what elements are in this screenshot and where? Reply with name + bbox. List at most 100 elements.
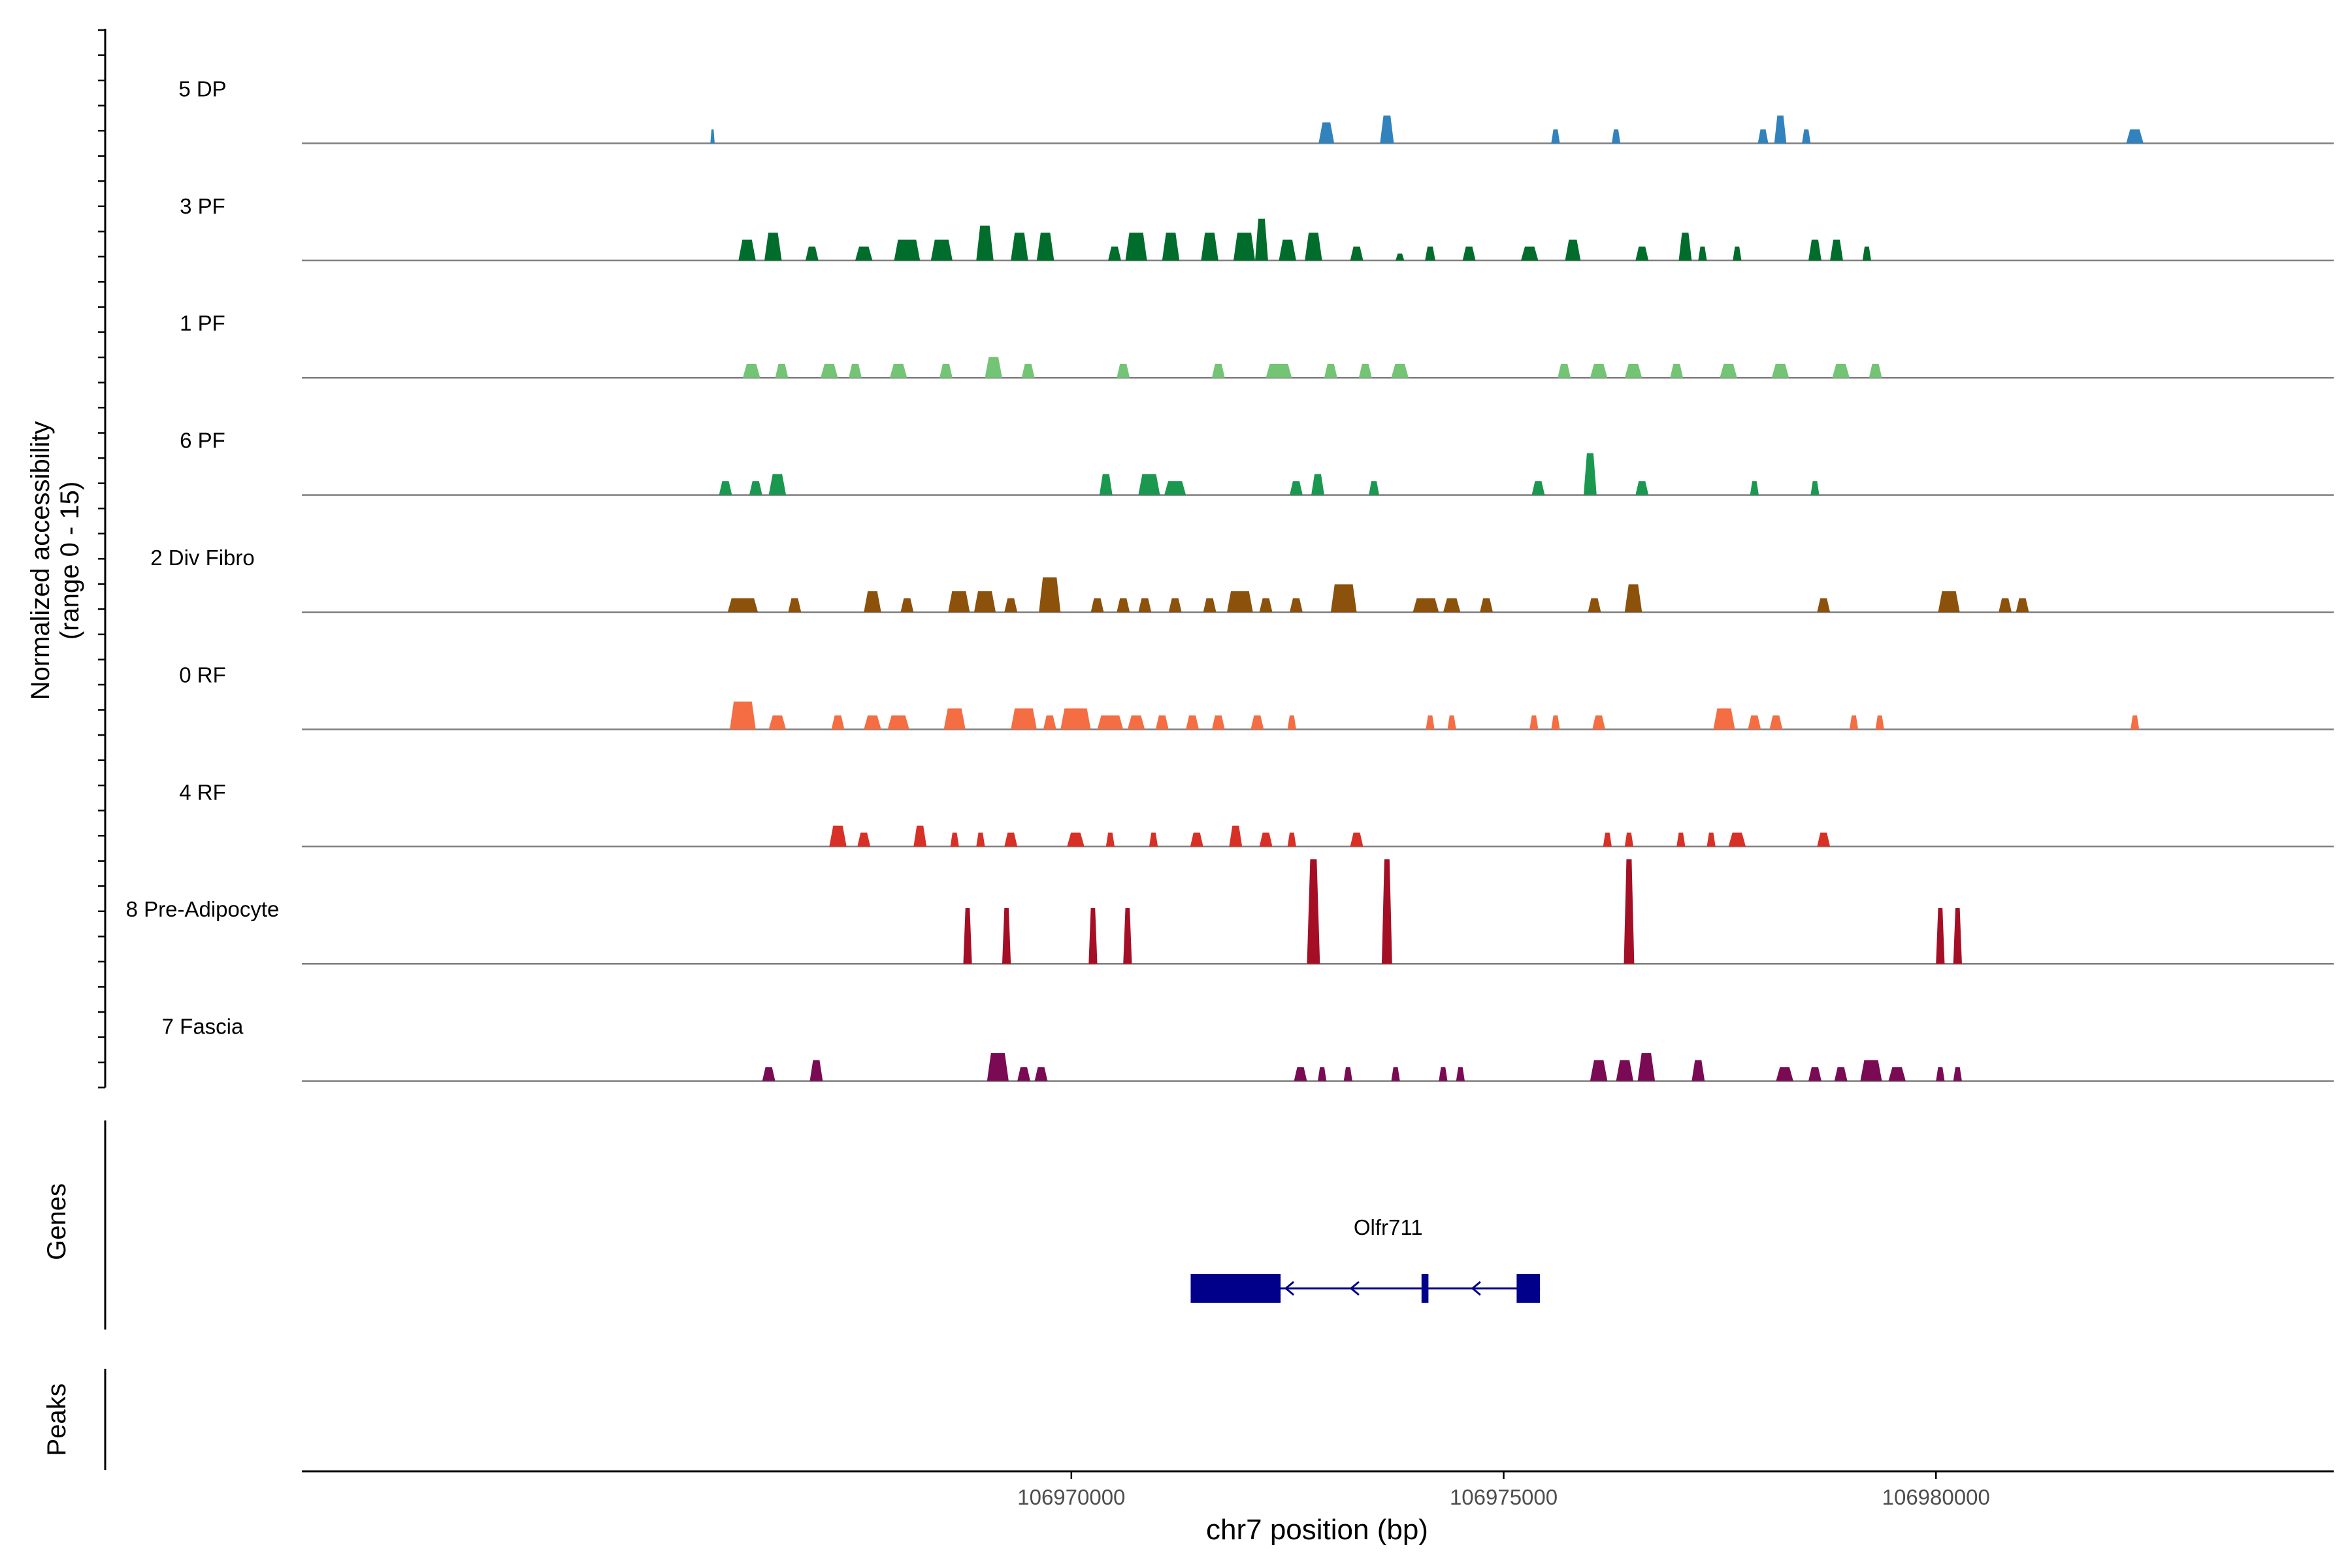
accessibility-peak: [1521, 246, 1539, 261]
accessibility-peak: [1817, 832, 1831, 847]
accessibility-peak: [768, 715, 787, 730]
accessibility-peak: [1834, 1067, 1848, 1081]
accessibility-peak: [1350, 832, 1364, 847]
accessibility-peak: [1938, 591, 1960, 612]
track-label: 3 PF: [180, 194, 225, 218]
accessibility-peak: [1678, 233, 1692, 261]
accessibility-peak: [1186, 715, 1200, 730]
accessibility-peak: [1043, 715, 1056, 730]
x-tick-label: 106975000: [1450, 1485, 1558, 1509]
accessibility-peak: [1551, 715, 1560, 730]
accessibility-peak: [831, 715, 845, 730]
accessibility-peak: [1002, 907, 1011, 964]
accessibility-peak: [1936, 907, 1945, 964]
accessibility-peak: [2131, 715, 2140, 730]
accessibility-peak: [1108, 246, 1121, 261]
accessibility-peak: [1369, 481, 1379, 495]
accessibility-peak: [1060, 708, 1091, 730]
accessibility-peak: [1869, 363, 1882, 378]
accessibility-peak: [1936, 1067, 1945, 1081]
accessibility-peak: [857, 832, 871, 847]
accessibility-peak: [1750, 481, 1759, 495]
accessibility-peak: [1616, 1060, 1634, 1081]
accessibility-tracks: 5 DP 3 PF 1 PF 6 PF 2 Div Fibro 0 RF 4 RF 8 Pre…: [126, 76, 2334, 1082]
accessibility-peak: [887, 715, 909, 730]
accessibility-peak: [1294, 1067, 1307, 1081]
x-axis: 106970000 106975000 106980000: [302, 1470, 2334, 1509]
accessibility-peak: [1279, 239, 1296, 261]
accessibility-peak: [1307, 859, 1320, 964]
accessibility-peak: [1233, 233, 1256, 261]
x-tick-label: 106980000: [1882, 1485, 1990, 1509]
accessibility-peak: [1324, 363, 1337, 378]
accessibility-peak: [889, 363, 907, 378]
accessibility-peak: [1698, 246, 1707, 261]
accessibility-peak: [1480, 598, 1493, 612]
accessibility-peak: [1318, 122, 1335, 144]
accessibility-peak: [710, 129, 715, 144]
accessibility-peak: [1720, 363, 1737, 378]
accessibility-peak: [821, 363, 838, 378]
accessibility-peak: [1138, 598, 1152, 612]
accessibility-peak: [1039, 577, 1061, 612]
track-label: 5 DP: [178, 76, 226, 101]
accessibility-peak: [1888, 1067, 1906, 1081]
accessibility-peak: [1021, 363, 1035, 378]
accessibility-peak: [1774, 115, 1787, 144]
accessibility-peak: [1733, 246, 1742, 261]
accessibility-peak: [1227, 591, 1253, 612]
accessibility-peak: [1259, 598, 1273, 612]
left-axes: [98, 29, 106, 1470]
accessibility-peak: [1164, 481, 1186, 495]
accessibility-peak: [805, 246, 819, 261]
accessibility-peak: [768, 474, 787, 495]
track-label: 6 PF: [180, 429, 225, 453]
strand-arrow-icon: [1349, 1281, 1360, 1296]
accessibility-peak: [1565, 239, 1581, 261]
accessibility-peak: [943, 708, 966, 730]
accessibility-peak: [1670, 363, 1684, 378]
accessibility-peak: [1808, 239, 1821, 261]
y-axis-label: Normalized accessibility: [26, 421, 55, 700]
accessibility-peak: [894, 239, 921, 261]
accessibility-peak: [1203, 598, 1217, 612]
accessibility-peak: [1266, 363, 1292, 378]
accessibility-peak: [1462, 246, 1476, 261]
accessibility-peak: [1250, 715, 1264, 730]
accessibility-peak: [973, 591, 996, 612]
accessibility-peak: [1011, 708, 1037, 730]
accessibility-peak: [976, 225, 994, 261]
accessibility-peak: [985, 357, 1002, 378]
accessibility-peak: [1830, 239, 1843, 261]
accessibility-peak: [1728, 832, 1746, 847]
accessibility-peak: [1439, 1067, 1448, 1081]
accessibility-peak: [1529, 715, 1539, 730]
peaks-track-label: Peaks: [42, 1383, 71, 1456]
accessibility-peak: [788, 598, 802, 612]
accessibility-peak: [1771, 363, 1789, 378]
accessibility-peak: [1358, 363, 1372, 378]
accessibility-peak: [1426, 715, 1435, 730]
accessibility-peak: [1456, 1067, 1465, 1081]
accessibility-peak: [1603, 832, 1612, 847]
track-6-pf: 6 PF: [180, 429, 2334, 496]
accessibility-peak: [1637, 1053, 1656, 1081]
accessibility-peak: [1117, 598, 1130, 612]
accessibility-peak: [742, 363, 760, 378]
accessibility-peak: [855, 246, 873, 261]
accessibility-peak: [1004, 598, 1018, 612]
accessibility-peak: [1953, 907, 1962, 964]
accessibility-peak: [1391, 363, 1409, 378]
accessibility-peak: [1676, 832, 1686, 847]
accessibility-peak: [1381, 859, 1392, 964]
accessibility-peak: [1691, 1060, 1705, 1081]
accessibility-peak: [1380, 115, 1394, 144]
accessibility-peak: [1099, 474, 1113, 495]
accessibility-peak: [1305, 233, 1322, 261]
accessibility-peak: [1624, 859, 1635, 964]
accessibility-peak: [1860, 1060, 1882, 1081]
accessibility-peak: [1443, 598, 1461, 612]
track-2-div-fibro: 2 Div Fibro: [150, 546, 2334, 613]
accessibility-peak: [1635, 481, 1649, 495]
